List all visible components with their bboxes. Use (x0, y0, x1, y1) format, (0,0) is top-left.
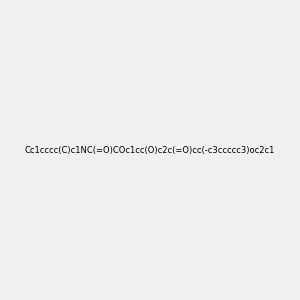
Text: Cc1cccc(C)c1NC(=O)COc1cc(O)c2c(=O)cc(-c3ccccc3)oc2c1: Cc1cccc(C)c1NC(=O)COc1cc(O)c2c(=O)cc(-c3… (25, 146, 275, 154)
